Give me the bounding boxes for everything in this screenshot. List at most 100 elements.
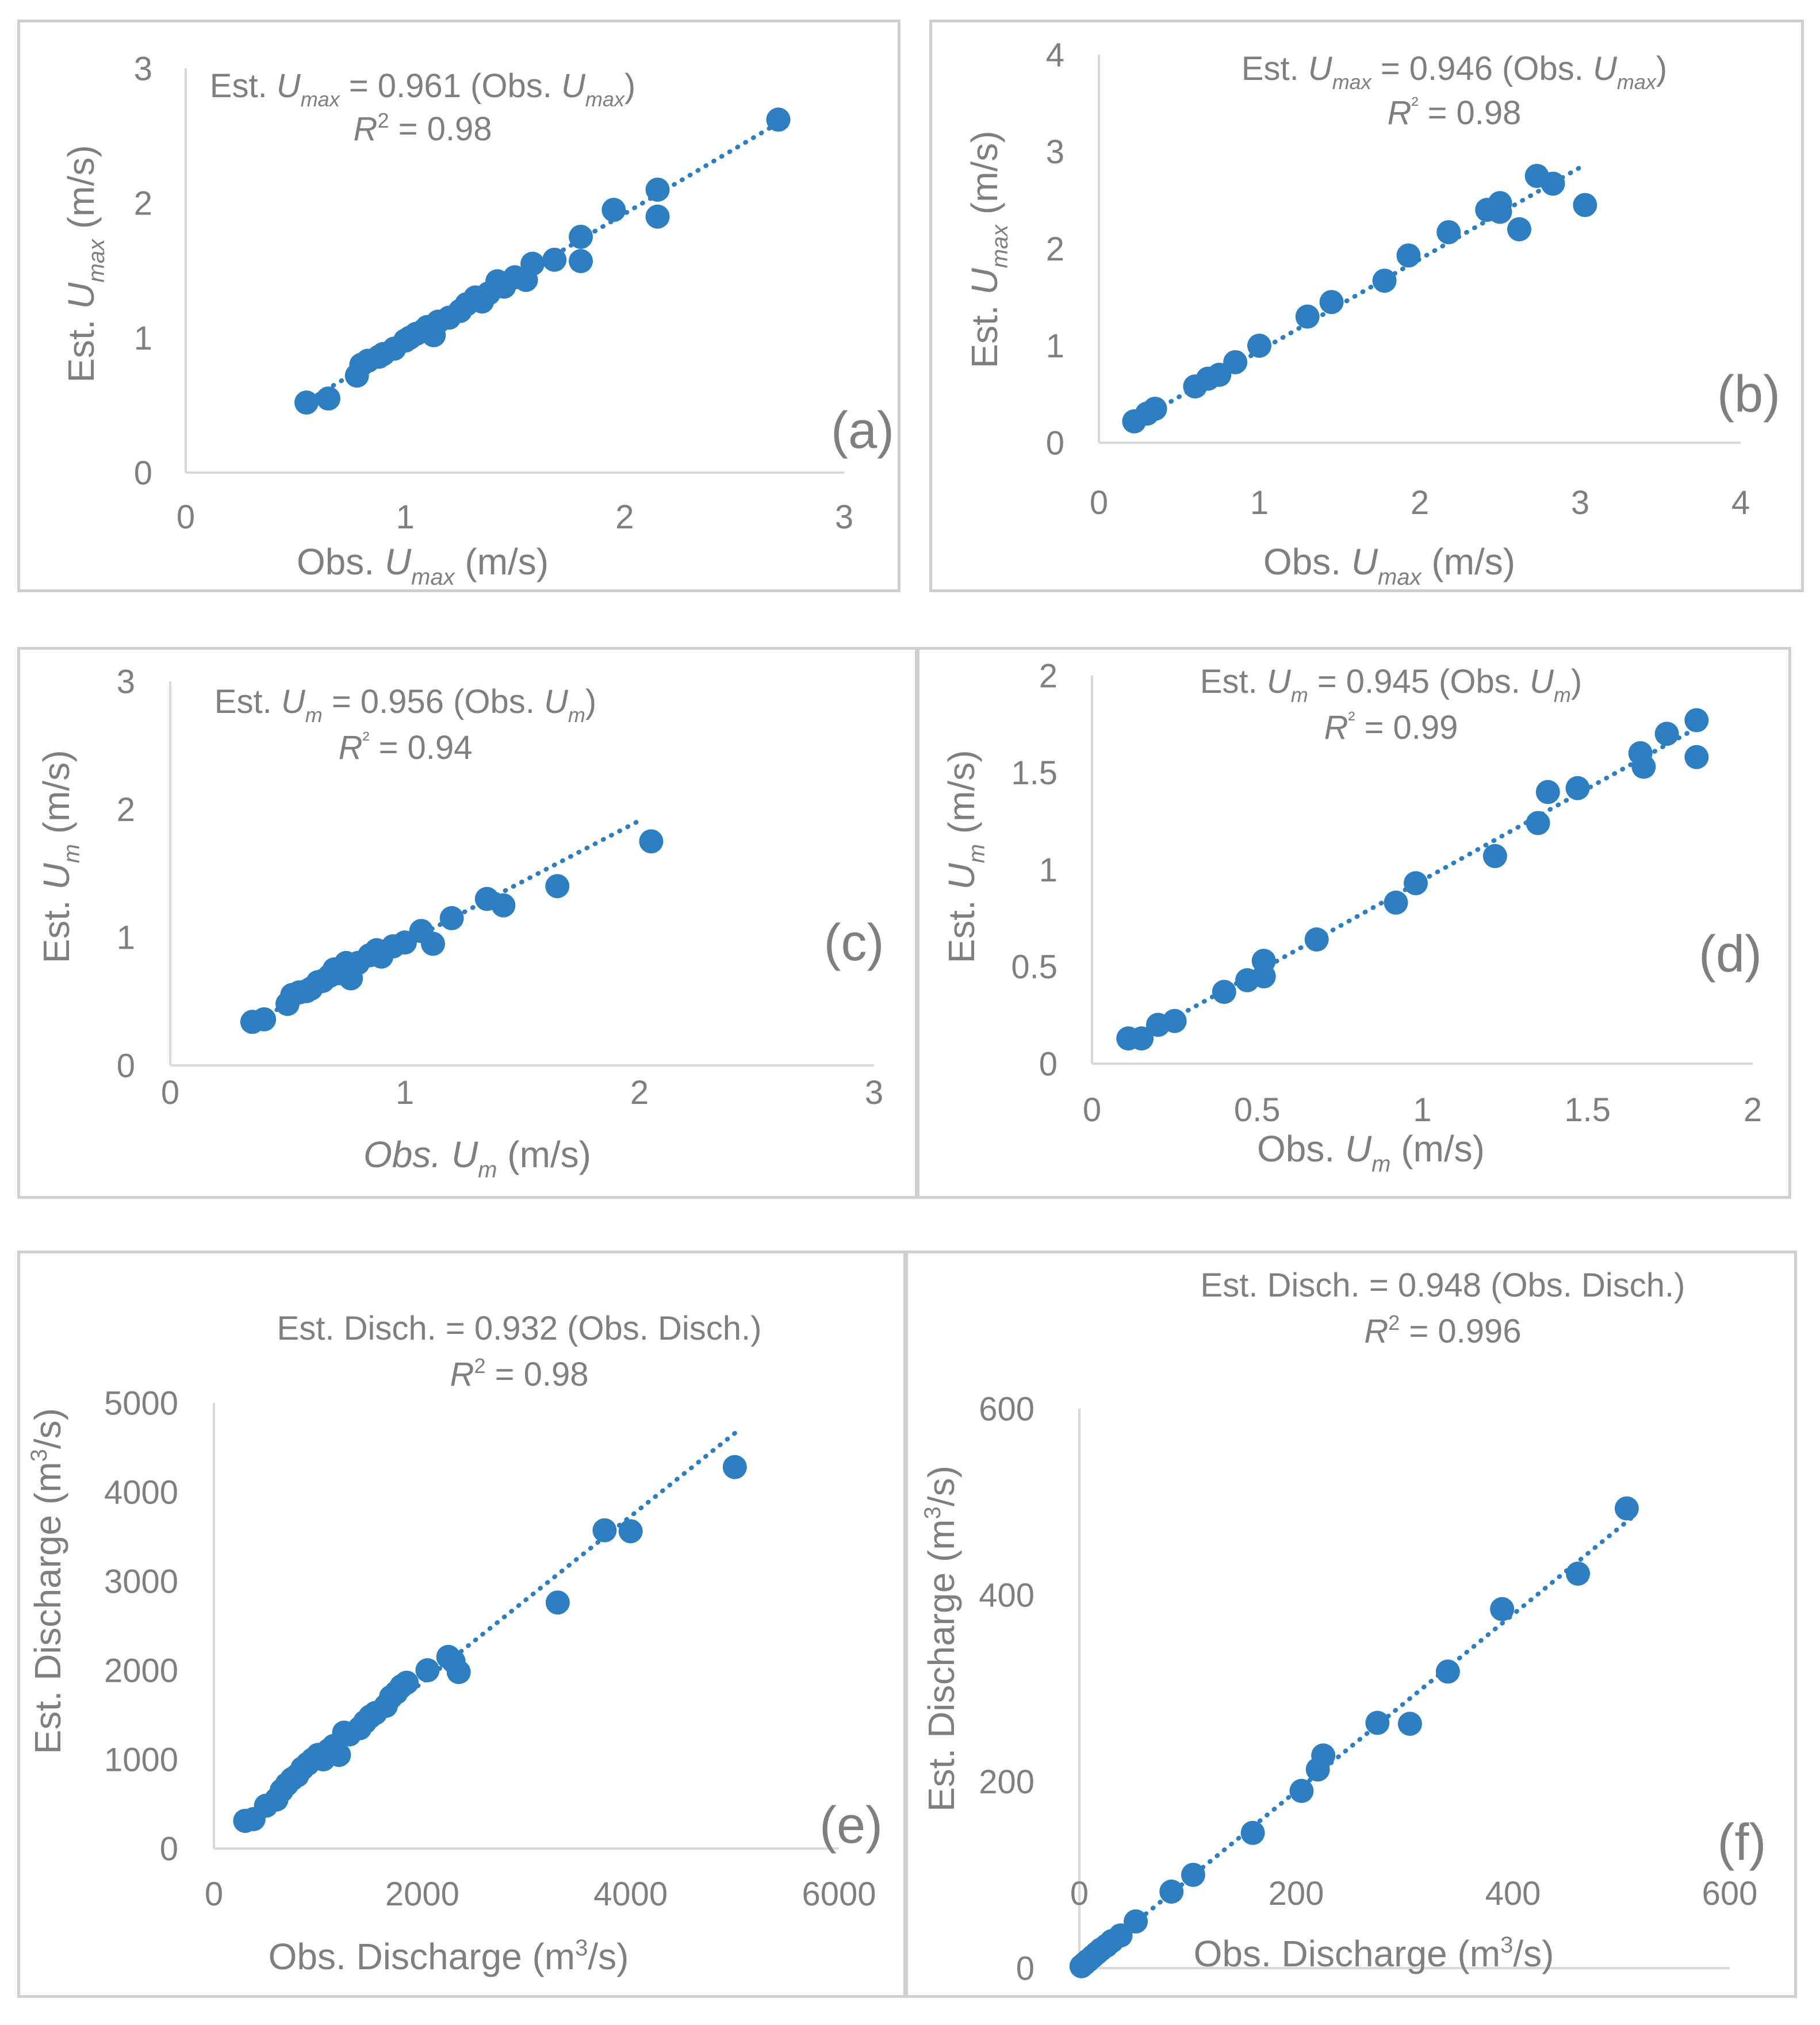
trendline-equation: Est. Umax​ = 0.946 (Obs. Umax​) (1242, 50, 1667, 94)
data-point (1684, 745, 1709, 769)
x-axis-title: Obs. Um​ (m/s) (1257, 1128, 1485, 1177)
data-point (394, 1670, 419, 1695)
data-point (1143, 396, 1167, 421)
data-point (327, 1743, 351, 1767)
x-axis-title: Obs. Discharge (m3​/s) (1194, 1932, 1554, 1974)
data-point (1541, 171, 1565, 196)
y-tick-label: 3000 (104, 1563, 178, 1600)
chart-panel-b: 0 1 2 3 4 0 1 2 3 4 Est. Umax​ = 0.946 (Obs. Umax​… (929, 20, 1804, 592)
x-tick-label: 3 (865, 1074, 883, 1111)
data-point (1212, 980, 1236, 1004)
data-point (252, 1007, 277, 1031)
data-point (1526, 811, 1550, 835)
y-tick-label: 1 (1046, 328, 1064, 365)
x-axis-title: Obs. Um​ (m/s) (363, 1134, 591, 1183)
y-axis-title: Est. Umax​ (m/s) (964, 131, 1013, 368)
x-tick-label: 0 (205, 1876, 223, 1913)
x-tick-label: 0 (1070, 1875, 1089, 1912)
x-tick-label: 0 (161, 1074, 179, 1111)
chart-svg: 0 1 2 3 4 0 1 2 3 4 Est. Umax​ = 0.946 (Obs. Umax​… (964, 36, 1780, 589)
y-tick-label: 1 (1039, 852, 1057, 889)
y-tick-label: 5000 (104, 1384, 178, 1422)
chart-panel-a: 0 1 2 3 0 1 2 3 Est. Umax​ = 0.961 (Obs. Umax​)R… (17, 20, 901, 592)
data-point (1247, 333, 1271, 358)
data-point (1304, 927, 1329, 952)
x-tick-label: 3 (835, 498, 853, 536)
y-tick-label: 0 (134, 454, 152, 492)
x-tick-label: 2000 (385, 1876, 459, 1913)
data-point (645, 204, 670, 229)
x-axis-title: Obs. Discharge (m3​/s) (269, 1935, 629, 1977)
data-point (545, 1590, 570, 1615)
data-point (1384, 890, 1408, 915)
data-point (1311, 1743, 1336, 1768)
chart-svg: 0 2000 4000 6000 0 1000 2000 3000 4000 5000 Est. D… (26, 1310, 883, 1977)
x-axis-title: Obs. Umax​ (m/s) (1263, 541, 1515, 589)
data-point (1535, 780, 1560, 804)
y-tick-label: 0 (160, 1830, 178, 1867)
data-point (1372, 269, 1397, 293)
y-tick-label: 0 (1016, 1950, 1034, 1987)
trendline-equation: Est. Umax​ = 0.961 (Obs. Umax​) (210, 67, 635, 111)
x-tick-label: 1 (396, 498, 415, 536)
data-point (1435, 1659, 1460, 1684)
y-tick-label: 2000 (104, 1652, 178, 1689)
data-point (639, 829, 664, 854)
y-tick-label: 0 (117, 1047, 135, 1084)
trendline-equation: Est. Disch. = 0.932 (Obs. Disch.) (277, 1310, 762, 1347)
y-tick-label: 600 (979, 1390, 1034, 1428)
data-point (1614, 1496, 1639, 1521)
data-point (601, 198, 626, 223)
r-squared-label: R²​ = 0.99 (1324, 707, 1458, 746)
x-tick-label: 1.5 (1564, 1091, 1611, 1129)
x-tick-label: 4000 (593, 1876, 668, 1913)
data-point (415, 1658, 440, 1682)
data-point (446, 1660, 471, 1685)
r-squared-label: R²​ = 0.98 (1388, 93, 1522, 132)
r-squared-label: R²​ = 0.94 (339, 727, 473, 766)
x-tick-label: 1 (1413, 1091, 1431, 1129)
data-point (1289, 1778, 1314, 1803)
x-tick-label: 0.5 (1234, 1091, 1281, 1129)
y-axis-title: Est. Discharge (m3​/s) (920, 1466, 962, 1812)
data-point (1397, 1712, 1422, 1736)
data-point (569, 249, 593, 274)
chart-svg: 0 1 2 3 0 1 2 3 Est. Umax​ = 0.961 (Obs. Umax​)R… (60, 50, 894, 589)
r-squared-label: R2​ = 0.98 (450, 1354, 589, 1393)
y-tick-label: 1000 (104, 1741, 178, 1778)
y-tick-label: 0 (1039, 1045, 1057, 1083)
data-point (491, 893, 516, 918)
data-point (645, 177, 670, 202)
trendline-equation: Est. Um​ = 0.945 (Obs. Um​) (1200, 663, 1582, 707)
x-tick-label: 3 (1571, 484, 1589, 521)
r-squared-label: R2​ = 0.98 (354, 109, 492, 148)
data-point (1396, 243, 1421, 268)
chart-panel-f: 0 200 400 600 0 200 400 600 Est. Disch. = 0.948 … (905, 1251, 1797, 1998)
data-point (1654, 722, 1679, 746)
y-tick-label: 2 (117, 791, 135, 829)
panel-label: (d) (1699, 926, 1762, 983)
y-tick-label: 3 (134, 50, 152, 87)
y-tick-label: 3 (117, 663, 135, 700)
y-tick-label: 1.5 (1011, 754, 1057, 792)
data-point (1295, 304, 1320, 329)
data-point (1490, 1597, 1515, 1621)
data-point (1488, 200, 1512, 224)
data-point (1251, 949, 1276, 973)
trendline-equation: Est. Disch. = 0.948 (Obs. Disch.) (1201, 1267, 1685, 1304)
chart-svg: 0 0.5 1 1.5 2 0 0.5 1 1.5 2 Est. Um​ = 0.945 (Obs.… (941, 657, 1762, 1177)
data-point (1566, 1562, 1591, 1586)
data-point (1223, 350, 1248, 374)
y-tick-label: 1 (134, 320, 152, 357)
chart-panel-e: 0 2000 4000 6000 0 1000 2000 3000 4000 5000 Est. D… (17, 1251, 906, 1998)
data-point (542, 247, 567, 272)
y-tick-label: 1 (117, 919, 135, 957)
x-tick-label: 0 (177, 498, 195, 536)
data-point (1507, 217, 1531, 241)
data-point (1436, 220, 1461, 244)
y-tick-label: 2 (1046, 231, 1064, 268)
chart-panel-d: 0 0.5 1 1.5 2 0 0.5 1 1.5 2 Est. Um​ = 0.945 (Obs.… (917, 647, 1791, 1199)
data-point (1240, 1820, 1265, 1845)
data-point (520, 251, 545, 276)
data-point (545, 874, 570, 899)
